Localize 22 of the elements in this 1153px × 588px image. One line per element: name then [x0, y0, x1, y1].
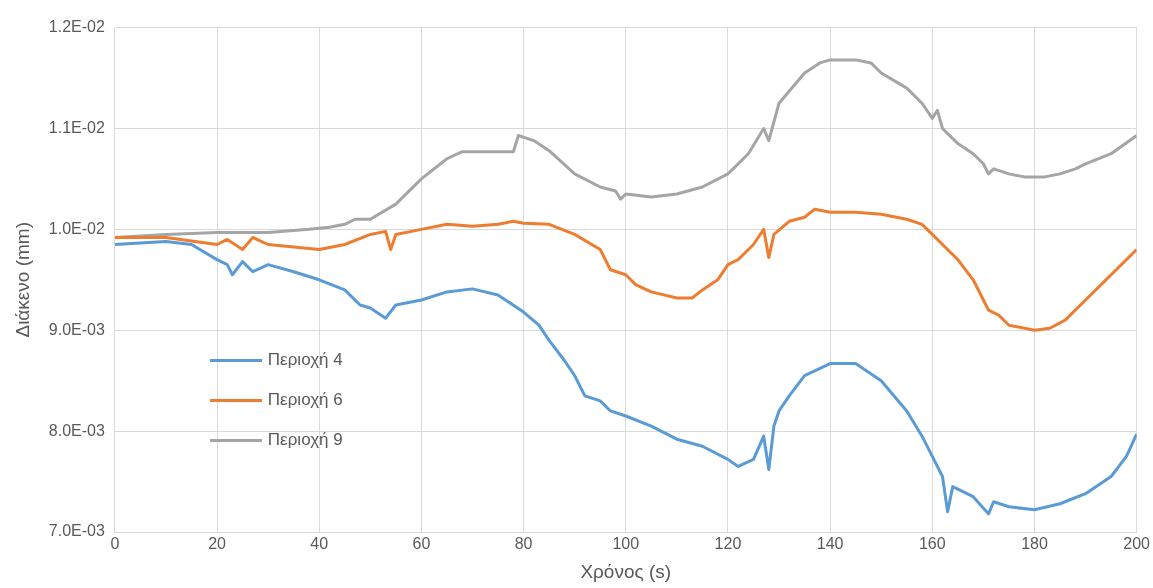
- y-tick-label: 1.2E-02: [48, 18, 105, 36]
- x-tick-label: 40: [310, 535, 329, 553]
- legend-label: Περιοχή 9: [267, 430, 343, 451]
- y-axis-title: Διάκενο (mm): [11, 222, 33, 338]
- y-tick-label: 7.0E-03: [48, 522, 105, 540]
- x-tick-label: 120: [714, 535, 742, 553]
- y-tick-label: 9.0E-03: [48, 320, 105, 338]
- y-tick-label: 8.0E-03: [48, 421, 105, 439]
- y-tick-label: 1.1E-02: [48, 118, 105, 136]
- x-tick-label: 0: [110, 535, 120, 553]
- x-tick-label: 20: [208, 535, 227, 553]
- legend-label: Περιοχή 4: [267, 350, 343, 371]
- x-tick-label: 180: [1021, 535, 1048, 553]
- x-tick-label: 160: [918, 535, 946, 553]
- x-tick-label: 60: [412, 535, 431, 553]
- y-tick-label: 1.0E-02: [48, 219, 105, 237]
- x-tick-label: 80: [514, 535, 533, 553]
- x-tick-label: 200: [1123, 535, 1151, 553]
- x-axis-title: Χρόνος (s): [580, 560, 672, 582]
- legend-label: Περιοχή 6: [267, 390, 343, 411]
- x-tick-label: 140: [816, 535, 844, 553]
- x-tick-label: 100: [612, 535, 640, 553]
